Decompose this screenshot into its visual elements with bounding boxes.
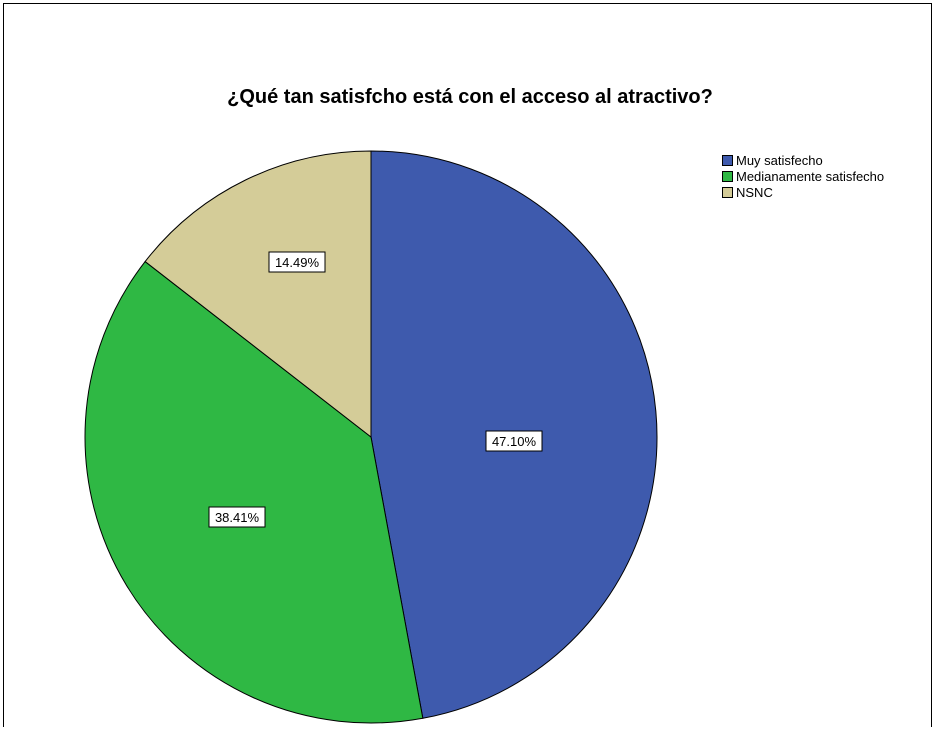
pie-slice-nsnc: [144, 150, 372, 439]
legend-item-nsnc: NSNC: [722, 184, 884, 200]
legend-label: Muy satisfecho: [736, 152, 823, 168]
legend-label: NSNC: [736, 184, 773, 200]
legend-item-muy-satisfecho: Muy satisfecho: [722, 152, 884, 168]
legend-swatch: [722, 186, 733, 198]
legend-label: Medianamente satisfecho: [736, 168, 885, 184]
legend-item-medianamente-satisfecho: Medianamente satisfecho: [722, 168, 884, 184]
data-label: 14.49%: [268, 251, 326, 273]
data-label-text: 38.41%: [215, 510, 260, 525]
data-label-text: 47.10%: [492, 434, 537, 449]
pie-slice-medianamente-satisfecho: [84, 260, 424, 724]
legend-swatch: [722, 154, 733, 166]
data-label-text: 14.49%: [275, 255, 320, 270]
data-label: 38.41%: [208, 506, 266, 528]
chart-legend: Muy satisfecho Medianamente satisfecho N…: [722, 152, 884, 200]
chart-frame: [3, 3, 932, 727]
legend-swatch: [722, 170, 733, 182]
data-label: 47.10%: [485, 430, 543, 452]
chart-title: ¿Qué tan satisfcho está con el acceso al…: [227, 86, 713, 108]
